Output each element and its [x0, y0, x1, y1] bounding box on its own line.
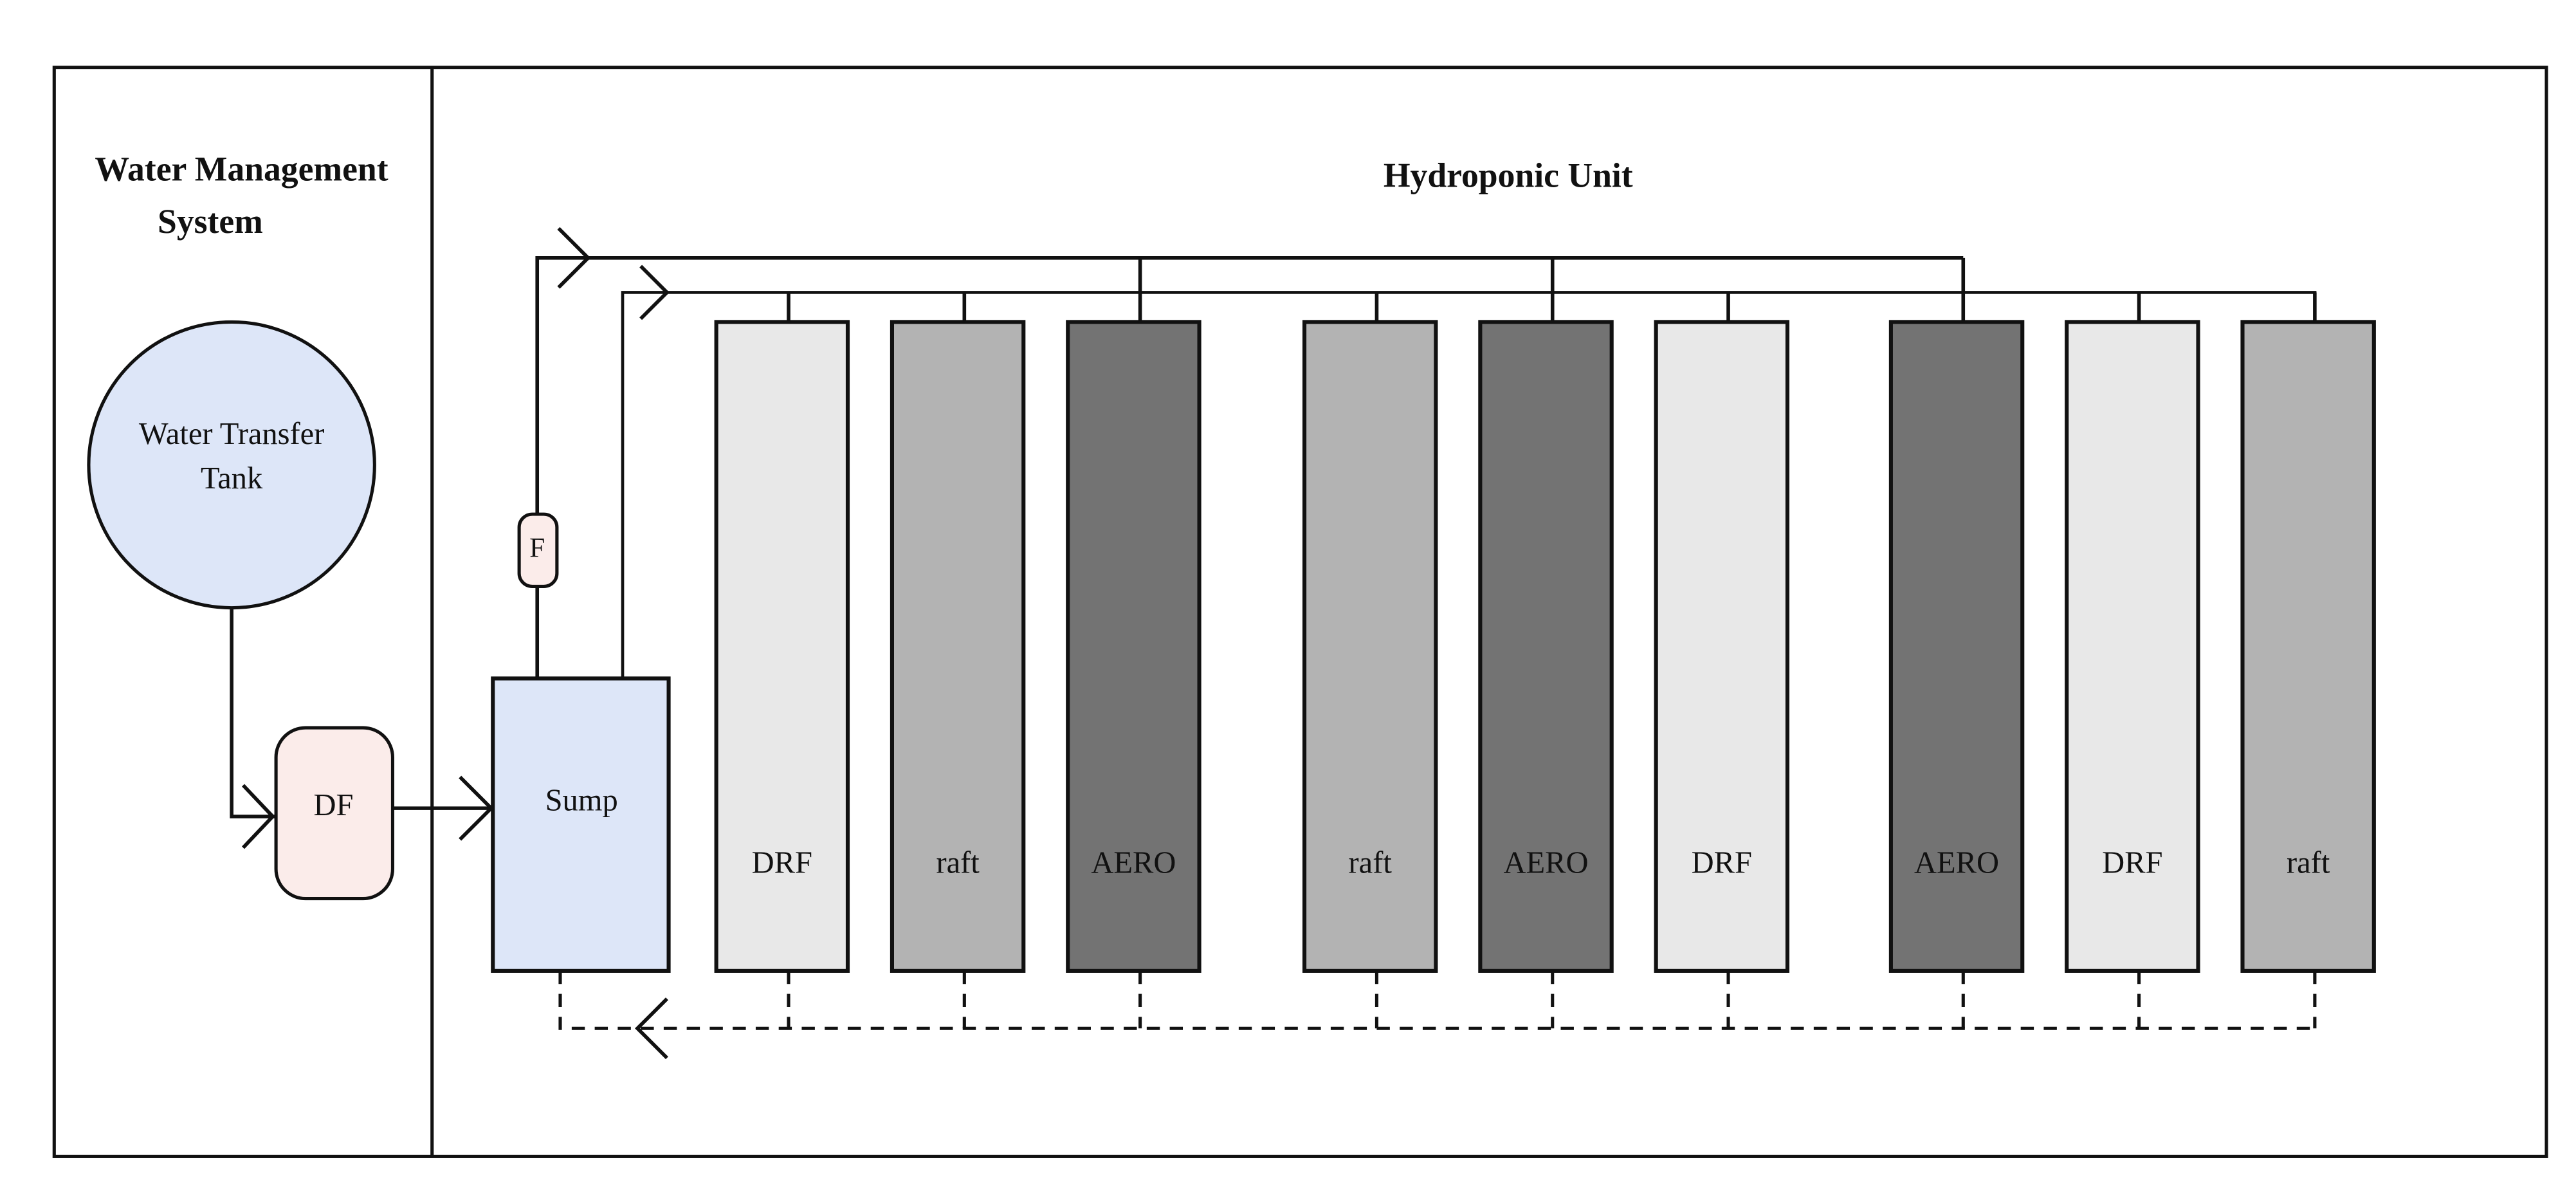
bed-label: DRF [752, 846, 812, 880]
grow-bed [1888, 320, 2025, 973]
bed-label: DRF [1692, 846, 1752, 880]
flow-meter [517, 512, 559, 589]
sump-label: Sump [545, 784, 618, 818]
arrow [241, 784, 275, 849]
grow-bed [890, 320, 1026, 973]
filter-label: DF [313, 788, 353, 822]
section-title: System [158, 202, 263, 241]
return-pipe [558, 970, 2317, 1030]
tank-label: Water Transfer [139, 417, 324, 451]
grow-bed [1654, 320, 1790, 973]
bed-label: AERO [1091, 846, 1176, 880]
bed-label: AERO [1914, 846, 1999, 880]
arrow [557, 226, 591, 289]
beds: DRF raft AERO raft AERO DRF AERO DRF raft [714, 257, 2376, 1029]
flow-label: F [529, 532, 545, 563]
tank-label: Tank [201, 461, 263, 495]
arrow [635, 997, 668, 1060]
pipe [230, 607, 277, 818]
sump [491, 676, 671, 973]
bed-label: AERO [1503, 846, 1588, 880]
grow-bed [1066, 320, 1201, 973]
pipe [621, 291, 2317, 679]
section-title: Hydroponic Unit [1384, 156, 1633, 195]
bed-label: raft [1349, 846, 1393, 880]
bed-label: raft [936, 846, 980, 880]
filter [274, 726, 395, 901]
arrow [639, 264, 670, 320]
frame [52, 66, 2548, 1158]
grow-bed [1302, 320, 1438, 973]
grow-bed [1478, 320, 1614, 973]
bed-label: DRF [2102, 846, 2162, 880]
bed-label: raft [2287, 846, 2330, 880]
grow-bed [2065, 320, 2200, 973]
section-title: Water Management [95, 149, 388, 188]
grow-bed [2240, 320, 2376, 973]
grow-bed [714, 320, 850, 973]
